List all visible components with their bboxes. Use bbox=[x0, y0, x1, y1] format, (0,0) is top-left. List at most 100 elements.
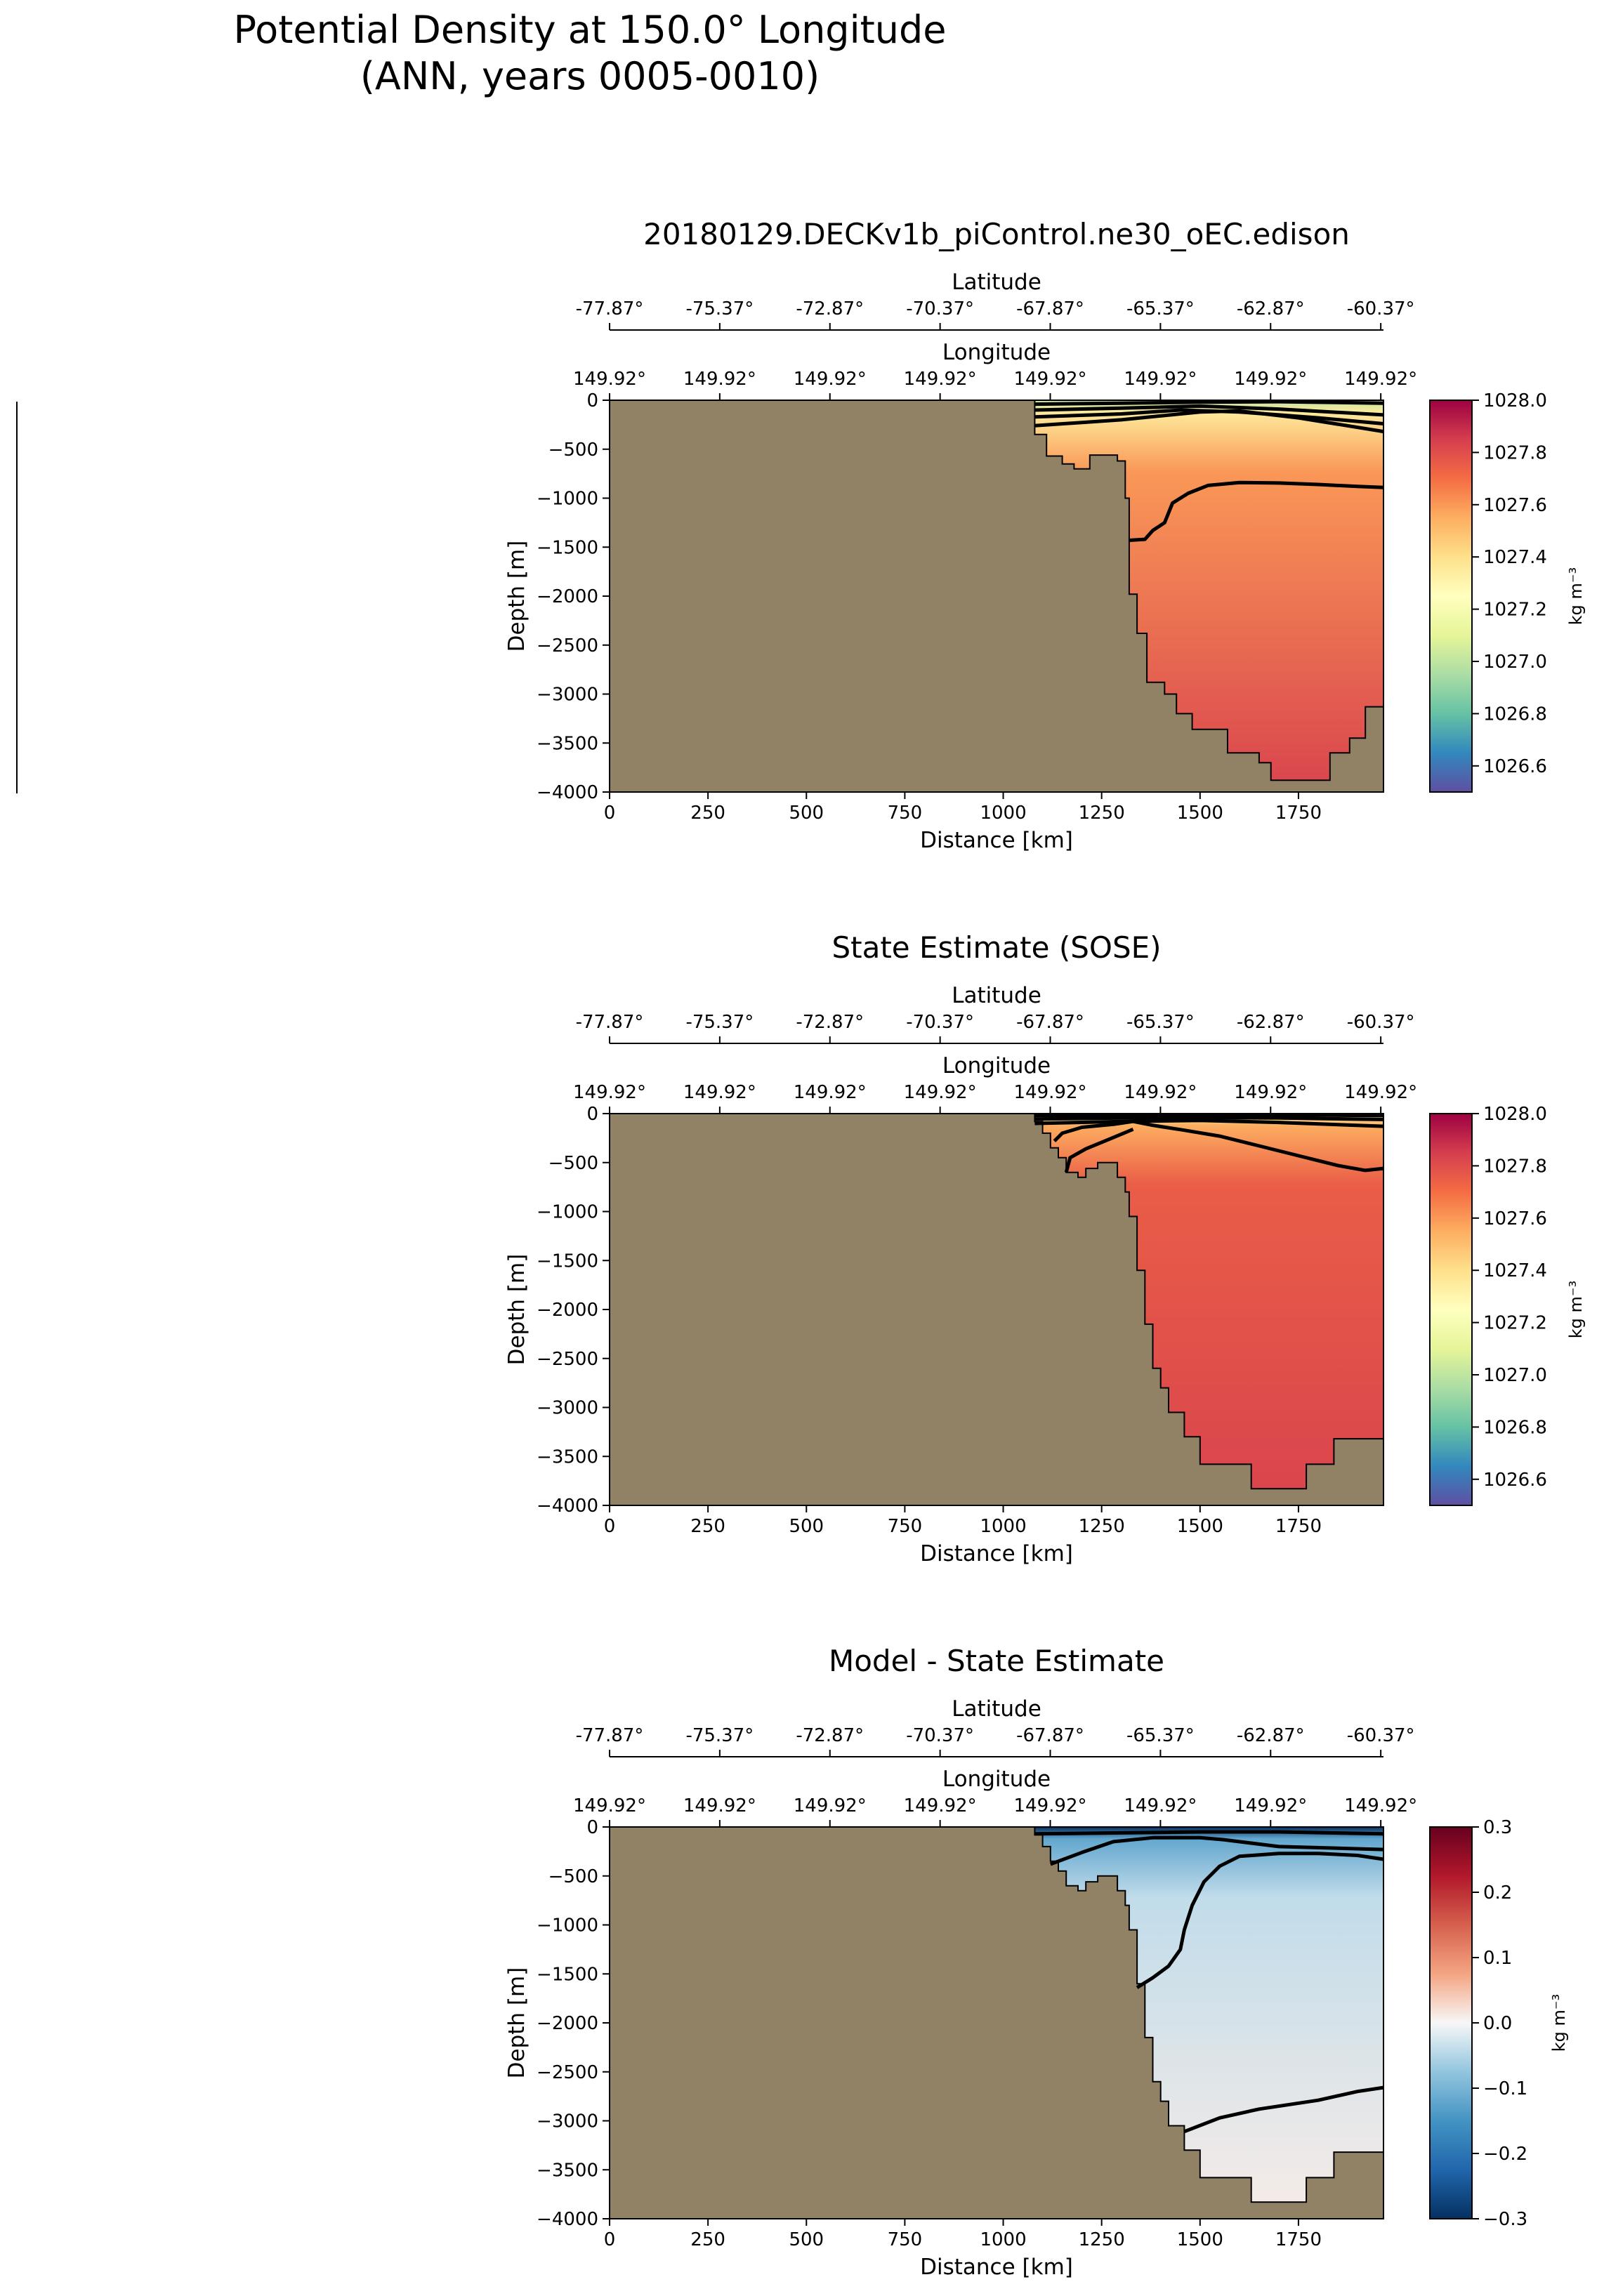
lat-tick-label: -75.37° bbox=[685, 298, 754, 319]
x-tick-label: 1750 bbox=[1275, 2229, 1322, 2250]
lon-tick-label: 149.92° bbox=[573, 1082, 646, 1103]
lon-tick-label: 149.92° bbox=[1344, 369, 1417, 390]
x-tick-label: 0 bbox=[604, 1516, 616, 1537]
x-tick-label: 1500 bbox=[1177, 1516, 1223, 1537]
lat-tick-label: -62.87° bbox=[1237, 298, 1305, 319]
colorbar bbox=[1429, 400, 1473, 793]
lon-axis-label: Longitude bbox=[942, 1767, 1051, 1792]
y-tick-label: −1000 bbox=[537, 1915, 598, 1937]
contour-line-3 bbox=[1136, 1852, 1384, 1989]
panel-title: State Estimate (SOSE) bbox=[831, 930, 1161, 965]
lon-axis-label: Longitude bbox=[942, 340, 1051, 365]
y-tick-label: −500 bbox=[548, 1153, 598, 1174]
lat-tick-label: -60.37° bbox=[1347, 298, 1415, 319]
lat-tick-label: -67.87° bbox=[1016, 298, 1084, 319]
y-tick-label: −4000 bbox=[537, 782, 598, 803]
lat-tick-label: -77.87° bbox=[576, 1725, 644, 1746]
y-tick-label: −2000 bbox=[537, 2013, 598, 2034]
x-tick-label: 500 bbox=[789, 803, 824, 824]
y-tick-label: −3000 bbox=[537, 2111, 598, 2132]
lon-tick-label: 149.92° bbox=[683, 1082, 756, 1103]
suptitle-line-2: (ANN, years 0005-0010) bbox=[360, 54, 820, 98]
colorbar-tick-label: 1027.2 bbox=[1483, 1313, 1547, 1334]
colorbar-tick-label: −0.3 bbox=[1483, 2209, 1527, 2230]
lat-tick-label: -60.37° bbox=[1347, 1012, 1415, 1033]
lon-tick-label: 149.92° bbox=[904, 369, 977, 390]
y-tick-label: −500 bbox=[548, 1866, 598, 1887]
lon-tick-label: 149.92° bbox=[1014, 1795, 1087, 1816]
y-tick-label: 0 bbox=[586, 390, 598, 411]
lon-tick-label: 149.92° bbox=[683, 369, 756, 390]
x-tick-label: 750 bbox=[888, 1516, 923, 1537]
x-axis-label: Distance [km] bbox=[920, 1541, 1073, 1566]
colorbar-tick-label: 1027.6 bbox=[1483, 495, 1547, 516]
lat-tick-label: -62.87° bbox=[1237, 1725, 1305, 1746]
lat-axis-label: Latitude bbox=[952, 1696, 1041, 1722]
x-tick-label: 1750 bbox=[1275, 1516, 1322, 1537]
lon-tick-label: 149.92° bbox=[1124, 1795, 1197, 1816]
colorbar-tick-label: 0.0 bbox=[1483, 2013, 1512, 2034]
contour-line-2 bbox=[1034, 1116, 1384, 1121]
contour-line-5 bbox=[1129, 480, 1384, 542]
land-bathymetry bbox=[609, 1826, 1384, 2219]
lon-tick-label: 149.92° bbox=[904, 1082, 977, 1103]
lon-tick-label: 149.92° bbox=[904, 1795, 977, 1816]
lat-tick-label: -75.37° bbox=[685, 1725, 754, 1746]
colorbar-tick-label: 1026.6 bbox=[1483, 1470, 1547, 1491]
colorbar-tick-label: 1028.0 bbox=[1483, 390, 1547, 411]
x-tick-label: 250 bbox=[690, 803, 725, 824]
colorbar-tick-label: 1027.2 bbox=[1483, 600, 1547, 621]
lon-axis-label: Longitude bbox=[942, 1053, 1051, 1078]
x-tick-label: 250 bbox=[690, 1516, 725, 1537]
contour-line-4 bbox=[1034, 409, 1384, 434]
lat-tick-label: -72.87° bbox=[796, 1725, 864, 1746]
colorbar bbox=[1429, 1113, 1473, 1506]
y-tick-label: −3000 bbox=[537, 685, 598, 706]
x-tick-label: 0 bbox=[604, 2229, 616, 2250]
y-tick-label: −2500 bbox=[537, 635, 598, 657]
colorbar-tick-label: 1027.0 bbox=[1483, 652, 1547, 673]
y-axis-label: Depth [m] bbox=[504, 1254, 530, 1366]
land-bathymetry bbox=[609, 1113, 1384, 1506]
contour-line-2 bbox=[1034, 404, 1384, 417]
contour-line-2 bbox=[1049, 1835, 1384, 1866]
contour-line-4 bbox=[1183, 2085, 1384, 2134]
x-tick-label: 250 bbox=[690, 2229, 725, 2250]
colorbar-tick-label: 1027.8 bbox=[1483, 1156, 1547, 1177]
lon-tick-label: 149.92° bbox=[1344, 1795, 1417, 1816]
lat-tick-label: -77.87° bbox=[576, 1012, 644, 1033]
figure-suptitle: Potential Density at 150.0° Longitude (A… bbox=[169, 7, 1011, 100]
x-tick-label: 750 bbox=[888, 2229, 923, 2250]
lon-tick-label: 149.92° bbox=[794, 369, 867, 390]
y-tick-label: 0 bbox=[586, 1104, 598, 1125]
y-tick-label: −2000 bbox=[537, 586, 598, 607]
panels: 0 250 500 750 1000 1250 1500 1750 Distance [km] 0… bbox=[504, 217, 1586, 2280]
colorbar-tick-label: 1027.4 bbox=[1483, 1260, 1547, 1281]
x-tick-label: 1250 bbox=[1079, 2229, 1125, 2250]
lon-tick-label: 149.92° bbox=[794, 1082, 867, 1103]
y-tick-label: −3500 bbox=[537, 2160, 598, 2181]
colorbar-tick-label: −0.2 bbox=[1483, 2144, 1527, 2165]
lon-tick-label: 149.92° bbox=[794, 1795, 867, 1816]
x-tick-label: 0 bbox=[604, 803, 616, 824]
contour-line-1 bbox=[1034, 1830, 1384, 1836]
colorbar-tick-label: 1026.8 bbox=[1483, 1417, 1547, 1438]
lon-tick-label: 149.92° bbox=[573, 369, 646, 390]
lon-tick-label: 149.92° bbox=[683, 1795, 756, 1816]
x-tick-label: 750 bbox=[888, 803, 923, 824]
lat-tick-label: -70.37° bbox=[906, 1725, 974, 1746]
y-tick-label: −1000 bbox=[537, 1202, 598, 1223]
lat-tick-label: -65.37° bbox=[1126, 1725, 1195, 1746]
lon-tick-label: 149.92° bbox=[1124, 369, 1197, 390]
y-axis-label: Depth [m] bbox=[504, 541, 530, 652]
lat-tick-label: -70.37° bbox=[906, 1012, 974, 1033]
panel-title: Model - State Estimate bbox=[829, 1644, 1164, 1678]
colorbar-tick-label: 1026.8 bbox=[1483, 704, 1547, 725]
x-tick-label: 1750 bbox=[1275, 803, 1322, 824]
colorbar-tick-label: 1028.0 bbox=[1483, 1104, 1547, 1125]
lat-tick-label: -60.37° bbox=[1347, 1725, 1415, 1746]
contour-line-5 bbox=[1064, 1127, 1134, 1173]
lon-tick-label: 149.92° bbox=[1234, 1795, 1307, 1816]
x-tick-label: 1250 bbox=[1079, 803, 1125, 824]
x-tick-label: 1500 bbox=[1177, 2229, 1223, 2250]
